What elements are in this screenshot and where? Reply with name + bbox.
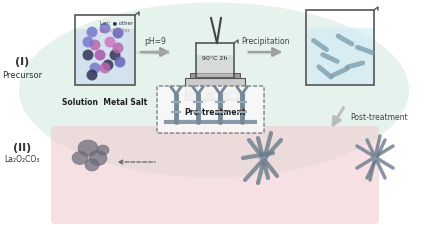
Text: 90°C 2h: 90°C 2h [202,56,228,61]
Circle shape [82,50,94,61]
Ellipse shape [72,151,88,164]
Text: Precursor: Precursor [2,70,42,79]
Circle shape [100,22,111,34]
Ellipse shape [89,151,107,166]
Ellipse shape [97,145,109,155]
Text: La₂O₂CO₃: La₂O₂CO₃ [4,155,40,164]
Circle shape [105,36,115,47]
Circle shape [100,63,111,74]
Text: Pre-treatment: Pre-treatment [184,108,246,117]
FancyBboxPatch shape [197,54,233,77]
Circle shape [90,40,100,50]
Circle shape [90,63,100,74]
FancyBboxPatch shape [185,78,245,100]
Text: ● activator: ● activator [100,27,130,32]
Circle shape [82,36,94,47]
FancyBboxPatch shape [157,86,264,133]
FancyBboxPatch shape [212,92,221,99]
Circle shape [115,56,126,68]
Circle shape [87,27,97,38]
Circle shape [109,50,121,61]
FancyBboxPatch shape [76,29,134,84]
FancyBboxPatch shape [190,73,240,78]
Text: La³⁺ ● other: La³⁺ ● other [100,20,133,25]
Text: Solution  Metal Salt: Solution Metal Salt [62,98,148,107]
Text: Post-treatment: Post-treatment [350,113,408,122]
FancyBboxPatch shape [307,27,373,84]
Text: Precipitation: Precipitation [241,37,290,46]
Circle shape [112,27,124,38]
Text: (I): (I) [15,57,29,67]
Circle shape [87,70,97,81]
Ellipse shape [78,140,98,156]
Circle shape [103,59,114,70]
Ellipse shape [85,159,99,171]
Ellipse shape [19,2,409,178]
Text: (II): (II) [13,143,31,153]
FancyBboxPatch shape [185,93,245,100]
FancyBboxPatch shape [229,92,238,99]
Circle shape [112,43,124,54]
Text: pH=9: pH=9 [145,37,166,46]
Circle shape [94,50,106,61]
FancyBboxPatch shape [51,126,379,224]
FancyBboxPatch shape [196,92,205,99]
